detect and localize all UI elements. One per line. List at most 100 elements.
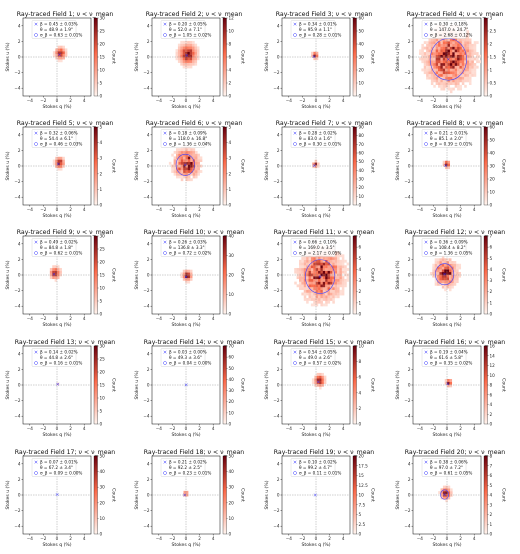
x-axis-label: Stokes q (%): [171, 432, 200, 438]
colorbar-tick-label: 10: [490, 373, 496, 378]
heatmap-cell: [332, 284, 335, 288]
x-tick-label: −2: [40, 426, 47, 431]
heatmap-cell: [435, 65, 439, 69]
heatmap-cell: [311, 54, 314, 58]
heatmap-cell: [452, 76, 455, 80]
heatmap-cell: [294, 281, 297, 285]
heatmap-cell: [457, 41, 460, 45]
heatmap-cell: [426, 52, 429, 55]
heatmap-cell: [428, 71, 432, 75]
legend-entry: σ_β = 0.23 ± 0.01%: [169, 471, 211, 476]
heatmap-cell: [320, 259, 323, 263]
x-tick-label: 4: [342, 98, 345, 103]
panel-14: Ray-traced Field 14; ν < ν_mean−4 −2 0 2 4−4…: [134, 339, 246, 438]
legend-marker-icon: [163, 350, 167, 354]
y-tick-label: −4: [14, 524, 21, 529]
heatmap-cell: [54, 270, 58, 274]
heatmap-cell: [457, 46, 460, 50]
heatmap-cell: [59, 156, 63, 160]
heatmap-cell: [177, 46, 181, 50]
heatmap-cell: [445, 60, 448, 64]
heatmap-cell: [318, 278, 321, 282]
heatmap-cell: [313, 270, 316, 274]
heatmap-cell: [423, 57, 427, 61]
colorbar-tick-label: 6: [490, 392, 493, 397]
heatmap-cell: [299, 267, 302, 271]
heatmap-cell: [466, 57, 470, 61]
y-tick-label: −4: [273, 86, 280, 91]
heatmap-cell: [325, 289, 328, 293]
heatmap-cell: [308, 278, 312, 282]
heatmap-cell: [296, 284, 300, 288]
colorbar-tick-label: 20: [359, 185, 365, 190]
heatmap-cell: [446, 269, 450, 273]
heatmap-cell: [185, 272, 188, 276]
heatmap-cell: [192, 62, 195, 66]
heatmap-cell: [190, 156, 193, 160]
x-tick-label: 0: [185, 207, 188, 212]
heatmap-cell: [441, 274, 445, 278]
y-tick-label: 4: [147, 23, 150, 28]
heatmap-cell: [452, 46, 455, 50]
heatmap-cell: [437, 266, 440, 270]
heatmap-cell: [177, 54, 181, 58]
heatmap-cell: [439, 271, 442, 275]
heatmap-cell: [301, 270, 304, 274]
heatmap-cell: [447, 378, 450, 382]
heatmap-cell: [57, 159, 61, 163]
panel-13: Ray-traced Field 13; ν < ν_mean−4 −2 0 2 4−4…: [5, 339, 117, 438]
heatmap-cell: [445, 493, 448, 497]
heatmap-cell: [433, 76, 436, 80]
heatmap-cell: [446, 274, 450, 278]
y-tick-label: 0: [277, 493, 280, 498]
heatmap-cell: [473, 63, 477, 66]
heatmap-cell: [440, 488, 444, 492]
panel-5: Ray-traced Field 5; ν < ν_mean−4 −2 0 2 4−4−…: [5, 120, 117, 219]
heatmap-cell: [449, 43, 453, 47]
heatmap-cell: [433, 68, 436, 72]
heatmap-cell: [339, 259, 342, 263]
heatmap-cell: [456, 263, 459, 267]
heatmap-cell: [182, 40, 186, 44]
heatmap-cell: [428, 60, 432, 64]
heatmap-cell: [308, 292, 312, 296]
heatmap-cell: [442, 60, 446, 64]
heatmap-cell: [421, 43, 424, 47]
heatmap-cell: [448, 280, 452, 284]
heatmap-cell: [59, 164, 63, 168]
heatmap-cell: [303, 281, 307, 285]
legend-circle-icon: [424, 251, 428, 255]
heatmap-cell: [306, 276, 309, 280]
y-tick-label: −2: [273, 288, 280, 293]
heatmap-cell: [432, 263, 435, 267]
heatmap-cell: [299, 265, 302, 269]
legend-entry: σ_β = 0.28 ± 0.01%: [299, 33, 341, 38]
center-marker: [185, 53, 189, 57]
heatmap-cell: [182, 43, 186, 47]
legend-entry: σ_β = 0.39 ± 0.01%: [430, 142, 472, 147]
heatmap-cell: [323, 375, 327, 379]
heatmap-cell: [320, 276, 323, 280]
colorbar-tick-label: 50: [229, 366, 235, 371]
heatmap-cell: [344, 278, 347, 282]
heatmap-cell: [187, 57, 190, 61]
heatmap-cell: [459, 41, 462, 45]
x-tick-label: −4: [156, 98, 163, 103]
heatmap-cell: [318, 295, 321, 299]
heatmap-cell: [430, 60, 434, 64]
x-tick-label: 4: [342, 207, 345, 212]
colorbar-tick-label: 6: [490, 245, 493, 250]
x-tick-label: 4: [83, 207, 86, 212]
heatmap-cell: [453, 269, 457, 273]
heatmap-cell: [437, 258, 440, 262]
colorbar-label: Count: [240, 159, 246, 173]
heatmap-cell: [346, 278, 350, 282]
x-tick-label: −2: [169, 316, 176, 321]
legend-entry: θ = 97.0 ± 7.2°: [430, 465, 463, 470]
heatmap-cell: [322, 278, 326, 282]
colorbar-tick-label: 0: [229, 94, 232, 99]
heatmap-cell: [334, 284, 338, 288]
heatmap-cell: [313, 303, 316, 307]
heatmap-cell: [445, 166, 448, 170]
